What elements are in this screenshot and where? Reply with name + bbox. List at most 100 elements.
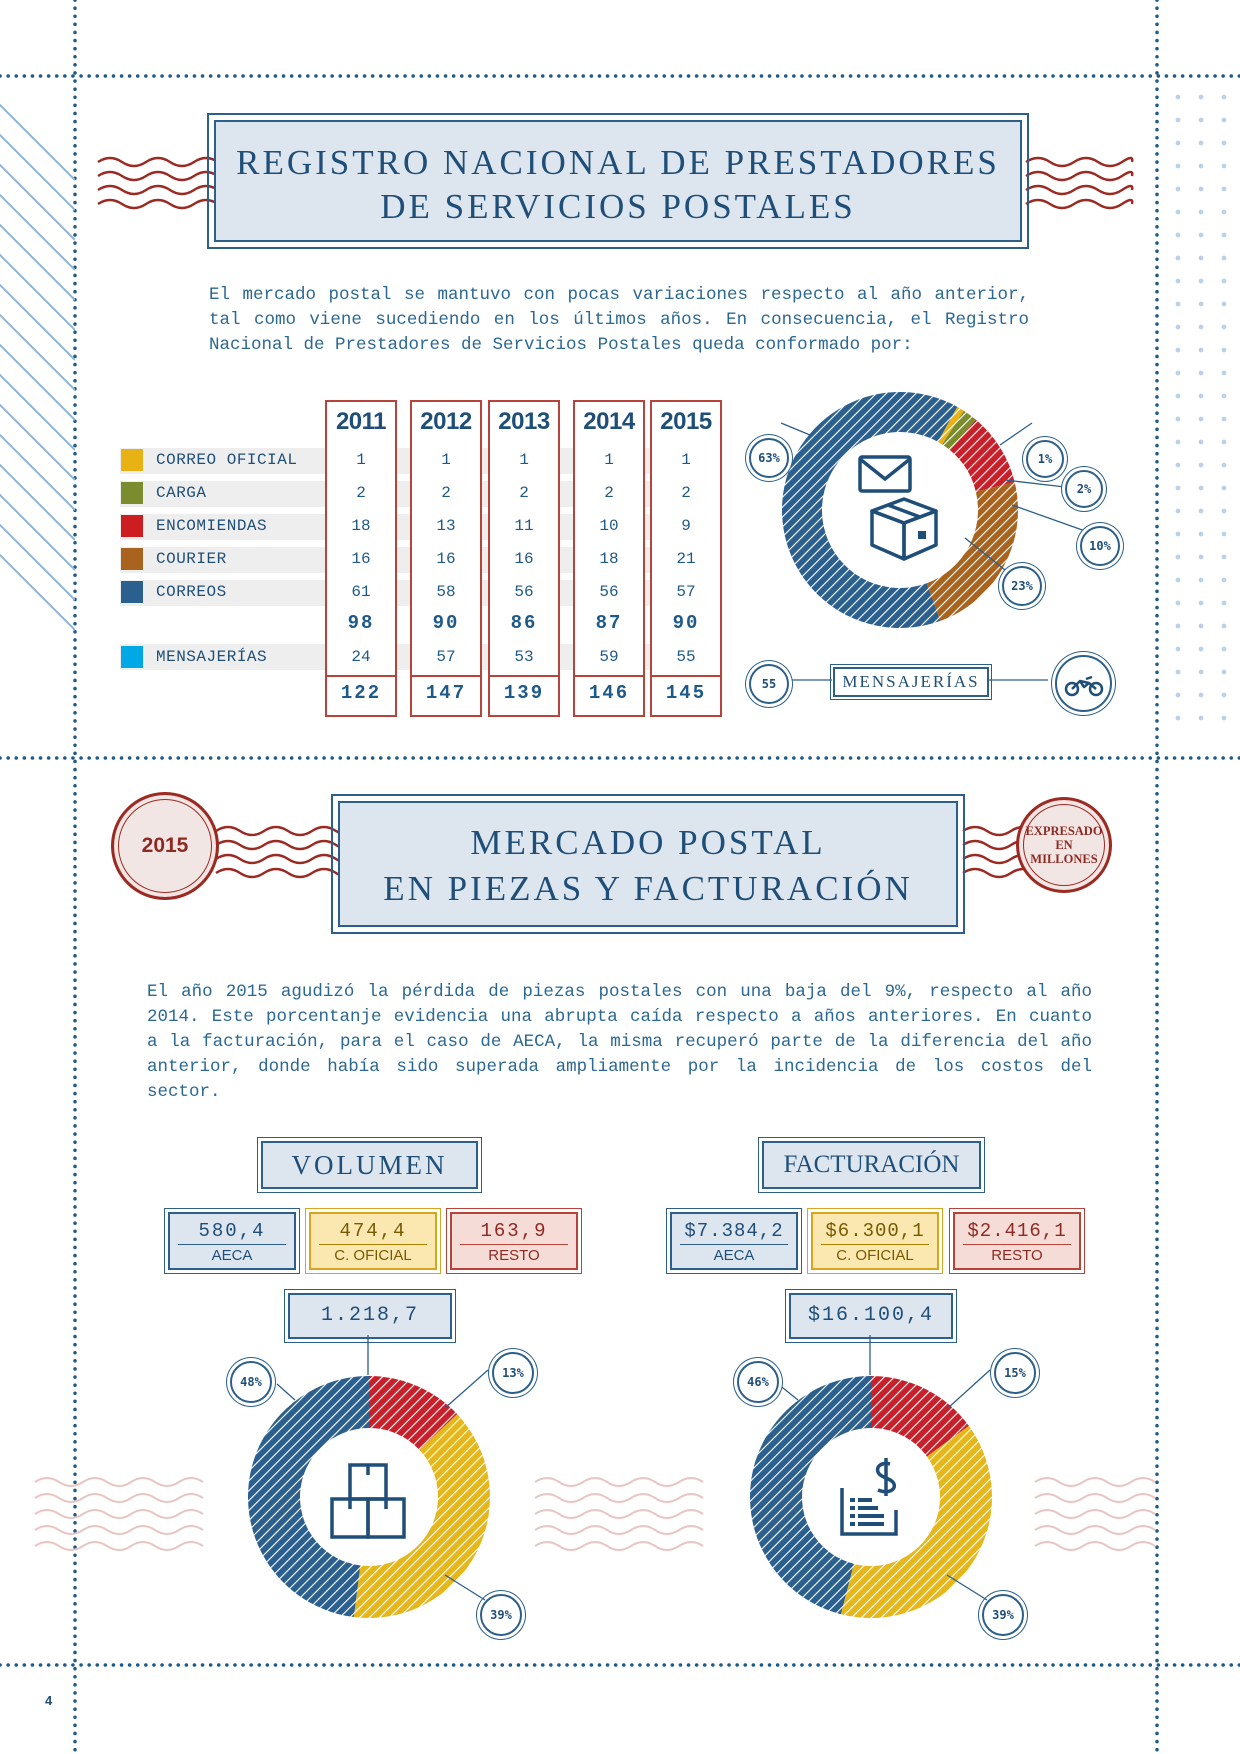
swatch-encomiendas: [121, 515, 143, 537]
volumen-aeca-value: 580,4: [178, 1220, 286, 1245]
total-cell: 139: [503, 682, 545, 704]
volumen-aeca-box: 580,4 AECA: [164, 1208, 300, 1274]
table-cell: 1: [441, 451, 451, 469]
donut-slice-resto: [369, 1376, 458, 1450]
facturacion-oficial-value: $6.300,1: [821, 1220, 929, 1245]
subtotal-cell: 90: [432, 612, 460, 634]
year-header: 2011: [335, 408, 387, 435]
facturacion-resto-box: $2.416,1 RESTO: [949, 1208, 1085, 1274]
percentage-badge: 39%: [982, 1594, 1024, 1636]
section2-title-box: MERCADO POSTAL EN PIEZAS Y FACTURACIÓN: [331, 794, 965, 934]
mensajerias-count-badge: 55: [749, 664, 789, 704]
donut-slice-carga: [942, 410, 976, 451]
percentage-badge: 2%: [1065, 470, 1103, 508]
volumen-oficial-value: 474,4: [319, 1220, 427, 1245]
section1-title-line1: REGISTRO NACIONAL DE PRESTADORES: [236, 143, 1000, 182]
table-cell: 2: [604, 484, 614, 502]
table-cell: 21: [676, 550, 696, 568]
table-cell: 16: [351, 550, 371, 568]
category-label: CORREO OFICIAL: [156, 451, 298, 469]
volumen-total: 1.218,7: [284, 1289, 456, 1343]
volumen-oficial-label: C. OFICIAL: [334, 1247, 412, 1264]
facturacion-aeca-box: $7.384,2 AECA: [666, 1208, 802, 1274]
table-cell: 57: [436, 648, 456, 666]
percentage-badge: 46%: [737, 1361, 779, 1403]
year-header: 2012: [420, 408, 472, 435]
total-cell: 147: [425, 682, 467, 704]
table-cell: 2: [519, 484, 529, 502]
table-cell: 55: [676, 648, 696, 666]
table-cell: 59: [599, 648, 619, 666]
mail-icon: [858, 455, 912, 493]
volumen-title: VOLUMEN: [257, 1137, 482, 1193]
category-label: MENSAJERÍAS: [156, 648, 268, 666]
category-label: CARGA: [156, 484, 207, 502]
invoice-icon: [840, 1458, 898, 1536]
facturacion-title: FACTURACIÓN: [758, 1137, 985, 1193]
swatch-mensajerias: [121, 646, 143, 668]
section1-paragraph: El mercado postal se mantuvo con pocas v…: [209, 285, 1029, 355]
volumen-resto-value: 163,9: [460, 1220, 568, 1245]
table-cell: 11: [514, 517, 534, 535]
table-cell: 2: [441, 484, 451, 502]
table-cell: 2: [356, 484, 366, 502]
swatch-carga: [121, 482, 143, 504]
units-stamp: EXPRESADO EN MILLONES: [1016, 797, 1112, 893]
percentage-badge: 23%: [1002, 566, 1042, 606]
percentage-badge: 48%: [230, 1361, 272, 1403]
table-cell: 16: [514, 550, 534, 568]
swatch-courier: [121, 548, 143, 570]
volumen-resto-label: RESTO: [488, 1247, 540, 1264]
donut-slice-correo-oficial: [937, 406, 964, 445]
swatch-correo-oficial: [121, 449, 143, 471]
year-stamp: 2015: [111, 792, 219, 900]
section1-title-box: REGISTRO NACIONAL DE PRESTADORES DE SERV…: [207, 113, 1029, 249]
table-cell: 61: [351, 583, 371, 601]
table-cell: 2: [681, 484, 691, 502]
table-cell: 10: [599, 517, 619, 535]
percentage-badge: 15%: [994, 1352, 1036, 1394]
donut-slice-resto: [871, 1376, 969, 1457]
subtotal-cell: 87: [595, 612, 623, 634]
percentage-badge: 10%: [1080, 526, 1120, 566]
category-label: CORREOS: [156, 583, 227, 601]
year-header: 2014: [583, 408, 635, 435]
donut-slice-correos: [782, 392, 958, 628]
table-cell: 18: [599, 550, 619, 568]
percentage-badge: 1%: [1026, 440, 1064, 478]
facturacion-bottom-leader: [946, 1574, 988, 1601]
volumen-bottom-leader: [444, 1574, 486, 1601]
percentage-badge: 39%: [480, 1594, 522, 1636]
facturacion-resto-value: $2.416,1: [963, 1220, 1071, 1245]
table-cell: 56: [599, 583, 619, 601]
percentage-badge: 63%: [749, 438, 789, 478]
donut-slice-encomiendas: [950, 419, 1015, 492]
page-number: 4: [45, 1693, 53, 1708]
section1-title-line2: DE SERVICIOS POSTALES: [380, 187, 856, 226]
facturacion-resto-label: RESTO: [991, 1247, 1043, 1264]
donut-slice-courier: [926, 482, 1018, 621]
prestadores-donut-chart: [782, 392, 1018, 628]
table-cell: 18: [351, 517, 371, 535]
facturacion-oficial-label: C. OFICIAL: [836, 1247, 914, 1264]
facturacion-oficial-box: $6.300,1 C. OFICIAL: [807, 1208, 943, 1274]
total-cell: 145: [665, 682, 707, 704]
volumen-donut-chart: [247, 1376, 490, 1618]
donut-slice-c-oficial: [840, 1425, 992, 1618]
boxes-icon: [330, 1463, 406, 1539]
facturacion-donut-chart: [750, 1376, 992, 1618]
subtotal-cell: 90: [672, 612, 700, 634]
table-cell: 53: [514, 648, 534, 666]
subtotal-cell: 86: [510, 612, 538, 634]
total-cell: 122: [340, 682, 382, 704]
facturacion-aeca-value: $7.384,2: [680, 1220, 788, 1245]
category-label: ENCOMIENDAS: [156, 517, 268, 535]
table-cell: 9: [681, 517, 691, 535]
facturacion-leader-lines: [777, 1335, 991, 1409]
facturacion-total: $16.100,4: [785, 1289, 957, 1343]
donut-slice-aeca: [247, 1376, 369, 1618]
section2-title-line1: MERCADO POSTAL: [470, 823, 826, 862]
subtotal-cell: 98: [347, 612, 375, 634]
year-header: 2015: [660, 408, 712, 435]
